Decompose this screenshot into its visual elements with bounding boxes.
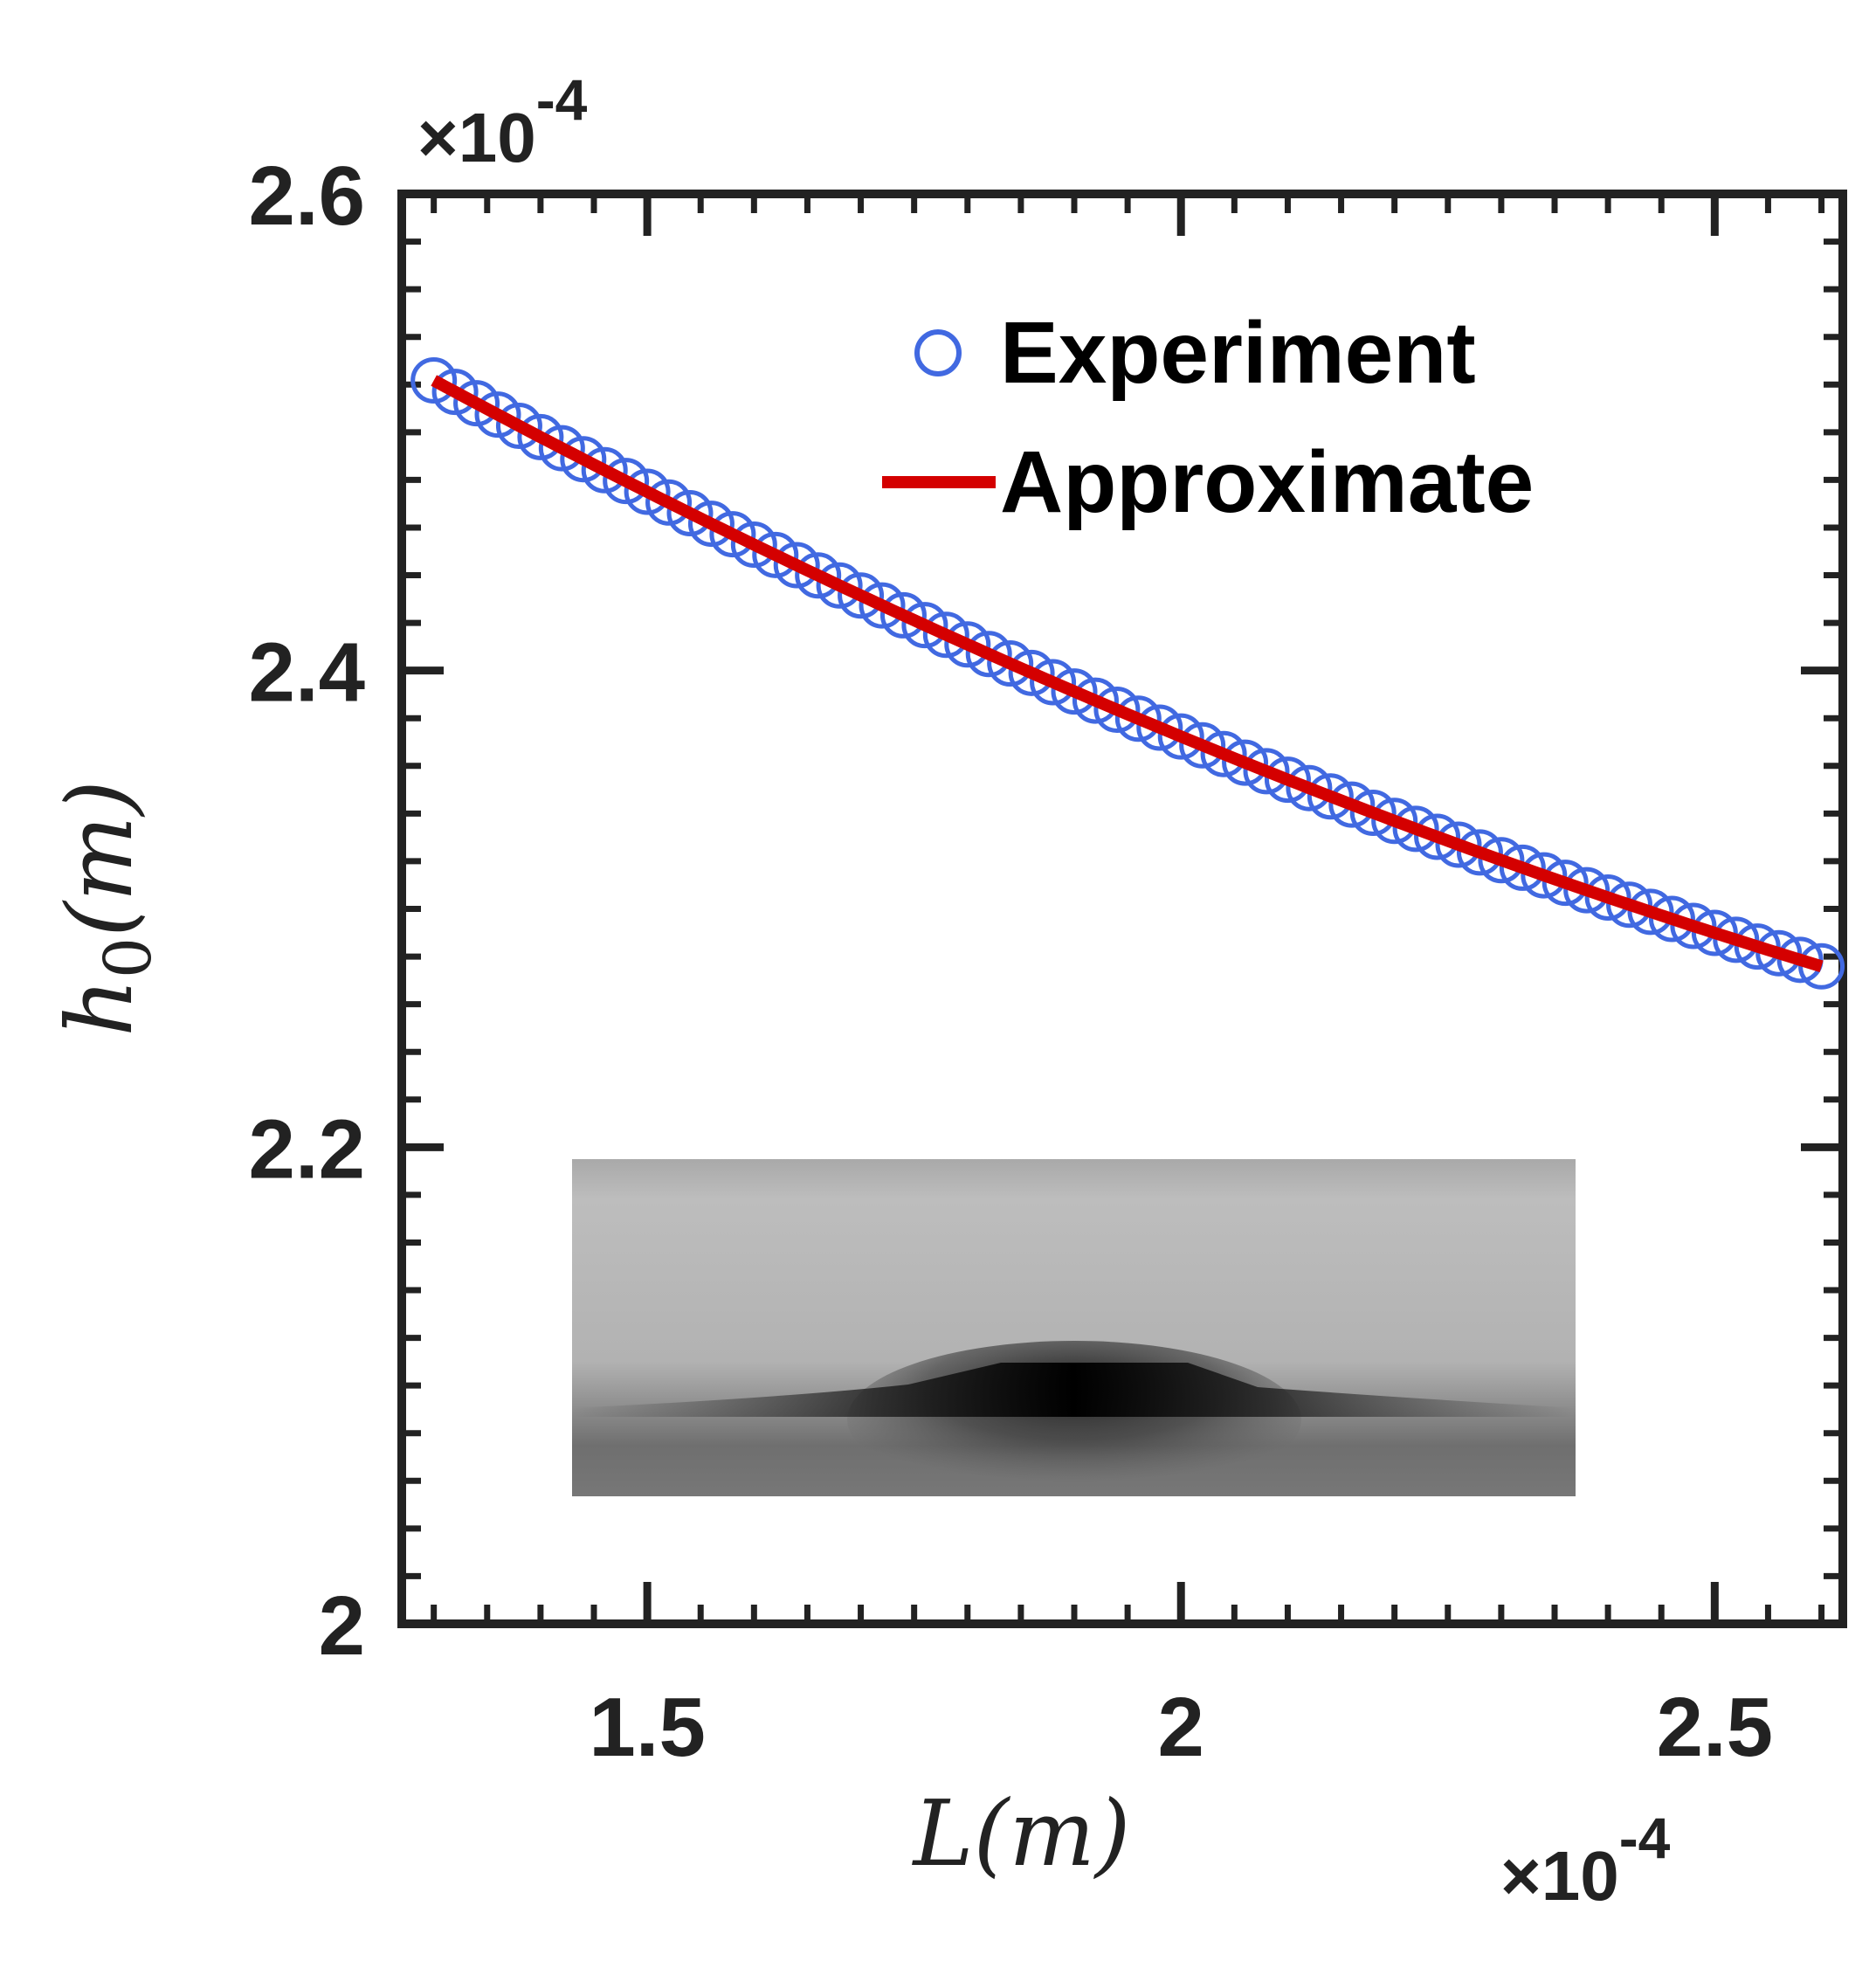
y-tick-label: 2: [319, 1579, 365, 1673]
experiment-point: [1627, 888, 1674, 936]
experiment-point: [1030, 659, 1077, 706]
experiment-point: [560, 436, 607, 483]
experiment-point: [431, 369, 479, 416]
experiment-point: [1349, 789, 1397, 836]
experiment-point: [1328, 781, 1376, 828]
x-exponent-label: ×10-4: [1500, 1806, 1671, 1915]
experiment-point: [1648, 895, 1695, 943]
experiment-point: [624, 468, 671, 515]
experiment-point: [1670, 902, 1717, 949]
experiment-point: [1713, 916, 1760, 963]
experiment-point: [965, 631, 1012, 678]
y-axis-label: h0(m): [46, 780, 166, 1037]
experiment-point: [1157, 713, 1204, 760]
tick-labels: 1.5 2 2.5 2 2.2 2.4 2.6: [249, 149, 1774, 1774]
experiment-series: [410, 356, 1845, 990]
y-exponent-label: ×10-4: [417, 67, 588, 176]
experiment-point: [1734, 923, 1781, 970]
experiment-point: [816, 562, 863, 609]
x-axis-label: L(m): [912, 1780, 1131, 1887]
experiment-point: [1606, 881, 1653, 929]
experiment-point: [1307, 773, 1354, 820]
experiment-point: [410, 356, 458, 404]
experiment-point: [709, 511, 756, 558]
experiment-point: [1435, 821, 1482, 868]
experiment-point: [879, 591, 927, 639]
legend: Experiment Approximate: [882, 304, 1534, 531]
experiment-point: [474, 391, 521, 438]
legend-experiment-label: Experiment: [1000, 304, 1476, 402]
experiment-point: [666, 489, 714, 536]
experiment-point: [1456, 829, 1503, 876]
x-tick-label: 1.5: [589, 1681, 705, 1774]
experiment-point: [773, 542, 820, 589]
experiment-point: [1798, 943, 1845, 990]
experiment-point: [1200, 730, 1247, 777]
experiment-point: [922, 611, 969, 659]
experiment-point: [1222, 739, 1269, 786]
experiment-point: [687, 501, 735, 548]
droplet-photo-inset: [572, 1159, 1576, 1498]
x-tick-label: 2.5: [1657, 1681, 1773, 1774]
experiment-point: [987, 640, 1034, 687]
experiment-point: [752, 531, 799, 578]
experiment-point: [1008, 649, 1055, 696]
experiment-point: [1499, 844, 1546, 891]
axis-ticks: [402, 190, 1843, 1628]
experiment-point: [453, 380, 500, 427]
experiment-point: [1563, 867, 1610, 914]
experiment-point: [1243, 748, 1290, 795]
experiment-point: [1371, 798, 1418, 845]
experiment-point: [1072, 677, 1119, 724]
legend-experiment-marker: [914, 329, 962, 376]
experiment-point: [1136, 704, 1183, 751]
experiment-point: [1584, 874, 1631, 921]
experiment-point: [517, 413, 564, 460]
experiment-point: [1179, 722, 1226, 769]
approximate-series-line: [431, 375, 1824, 973]
experiment-point: [1093, 686, 1141, 733]
experiment-point: [944, 621, 991, 668]
experiment-point: [1286, 764, 1333, 811]
experiment-point: [495, 403, 542, 450]
experiment-point: [1392, 805, 1439, 853]
experiment-point: [538, 425, 585, 472]
experiment-point: [730, 521, 777, 568]
experiment-point: [645, 479, 693, 526]
experiment-point: [603, 458, 650, 505]
experiment-point: [1051, 668, 1098, 715]
experiment-point: [1541, 860, 1589, 907]
inset-droplet: [572, 1363, 1576, 1417]
experiment-point: [859, 582, 906, 629]
experiment-point: [838, 572, 885, 619]
experiment-point: [795, 552, 842, 599]
experiment-point: [1414, 813, 1461, 860]
experiment-point: [901, 602, 948, 649]
y-tick-label: 2.2: [249, 1102, 365, 1196]
experiment-point: [1478, 837, 1525, 884]
legend-approximate-label: Approximate: [1000, 433, 1534, 531]
experiment-point: [1691, 909, 1738, 956]
experiment-point: [1521, 852, 1568, 899]
experiment-point: [1755, 929, 1803, 977]
y-tick-label: 2.6: [249, 149, 365, 243]
experiment-point: [1114, 695, 1162, 742]
experiment-point: [581, 446, 628, 494]
experiment-point: [1776, 936, 1824, 984]
experiment-point: [1264, 756, 1311, 804]
y-tick-label: 2.4: [249, 626, 365, 720]
x-tick-label: 2: [1158, 1681, 1204, 1774]
